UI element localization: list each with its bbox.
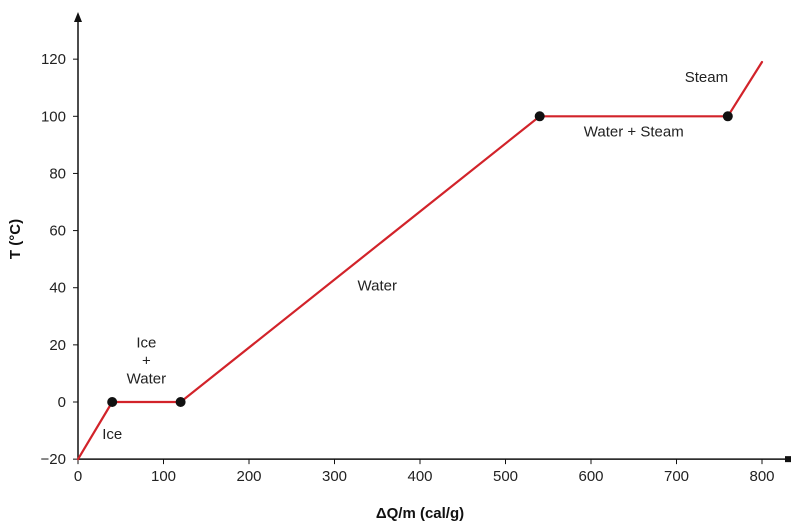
x-axis-title: ΔQ/m (cal/g): [376, 505, 464, 522]
annotation-ice-water: Ice + Water: [127, 335, 166, 388]
phase-transition-point: [534, 111, 545, 122]
tick-labels: 0 100 200 300 400 500 600 700 800 −20 0 20 40 60 80 100…: [41, 51, 775, 485]
annotation-water-steam: Water + Steam: [584, 123, 684, 140]
x-tick-label: 0: [74, 468, 82, 485]
annotation-ice-water-line: Water: [127, 371, 166, 388]
annotation-ice-water-line: Ice: [136, 335, 156, 352]
phase-transition-point: [175, 397, 186, 407]
x-tick-label: 500: [493, 468, 518, 485]
tick-marks: [73, 58, 763, 465]
axes: [74, 12, 791, 463]
y-tick-label: 20: [49, 337, 66, 354]
x-tick-label: 200: [236, 468, 261, 485]
y-tick-label: 60: [49, 223, 66, 240]
annotation-water: Water: [358, 278, 397, 295]
annotation-ice-line: Ice: [102, 426, 122, 443]
annotation-steam-line: Steam: [685, 69, 728, 86]
y-tick-label: 120: [41, 51, 66, 68]
annotation-ice: Ice: [102, 426, 122, 443]
y-tick-label: 100: [41, 108, 66, 125]
x-tick-label: 100: [151, 468, 176, 485]
marker-layer: [107, 111, 733, 407]
y-tick-label: −20: [41, 451, 66, 468]
phase-transition-point: [722, 111, 733, 122]
x-tick-label: 600: [578, 468, 603, 485]
y-axis-title: T (°C): [7, 219, 24, 259]
phase-transition-point: [107, 397, 118, 407]
annotation-water-steam-line: Water + Steam: [584, 123, 684, 140]
annotation-ice-water-line: +: [142, 353, 151, 370]
annotation-water-line: Water: [358, 278, 397, 295]
y-tick-label: 80: [49, 165, 66, 182]
x-axis-end-marker: [785, 456, 791, 463]
heating-curve-line: [76, 60, 764, 461]
y-tick-label: 40: [49, 280, 66, 297]
annotation-steam: Steam: [685, 69, 728, 86]
x-tick-label: 800: [749, 468, 774, 485]
y-axis-arrow: [74, 12, 82, 22]
y-tick-label: 0: [58, 394, 66, 411]
x-tick-label: 300: [322, 468, 347, 485]
x-tick-label: 700: [664, 468, 689, 485]
x-tick-label: 400: [407, 468, 432, 485]
series-layer: [76, 60, 764, 461]
